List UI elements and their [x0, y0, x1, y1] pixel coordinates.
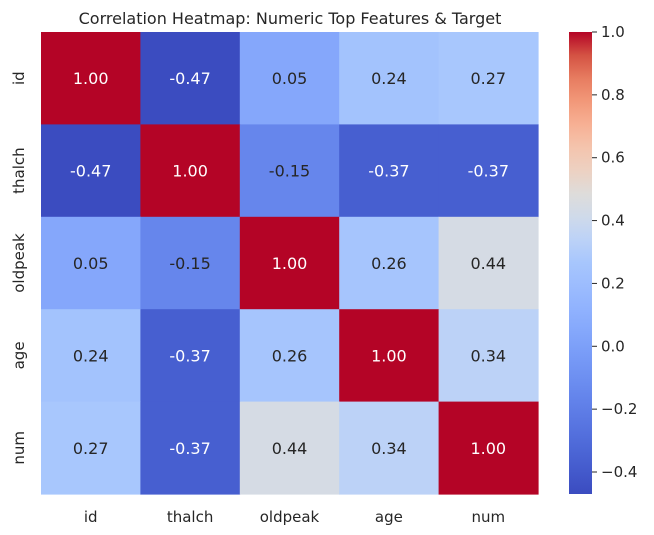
- heatmap-cell-age-age: [339, 309, 440, 403]
- x-tick-label: id: [84, 508, 98, 526]
- heatmap-cell-oldpeak-thalch: [140, 216, 241, 310]
- heatmap-cell-id-age: [339, 32, 440, 125]
- y-tick-label: num: [10, 431, 28, 465]
- colorbar-tick-label: 0.8: [601, 86, 625, 104]
- y-tick-label: age: [10, 341, 28, 369]
- heatmap-cell-num-num: [438, 401, 539, 495]
- heatmap-cell-thalch-num: [438, 124, 539, 218]
- heatmap-cell-oldpeak-oldpeak: [239, 216, 340, 310]
- cell-value-label: -0.47: [70, 162, 111, 181]
- heatmap-cell-num-thalch: [140, 401, 241, 495]
- cell-value-label: 0.34: [470, 346, 506, 365]
- y-tick-label: thalch: [10, 147, 28, 194]
- cell-value-label: 1.00: [172, 162, 208, 181]
- chart-title: Correlation Heatmap: Numeric Top Feature…: [79, 9, 502, 28]
- y-axis: id thalch oldpeak age num: [10, 71, 28, 464]
- y-tick-label: oldpeak: [10, 233, 28, 293]
- cell-value-label: -0.37: [169, 346, 210, 365]
- heatmap-cell-labels: 1.00 -0.47 0.05 0.24 0.27 -0.47 1.00 -0.15 -0.37…: [70, 69, 509, 458]
- heatmap-cell-oldpeak-age: [339, 216, 440, 310]
- heatmap-cell-id-num: [438, 32, 539, 125]
- heatmap-grid: [41, 32, 539, 495]
- x-tick-label: num: [471, 508, 505, 526]
- heatmap-cell-oldpeak-id: [41, 216, 141, 310]
- heatmap-cell-thalch-id: [41, 124, 141, 218]
- cell-value-label: 0.34: [371, 439, 407, 458]
- cell-value-label: 0.24: [73, 346, 109, 365]
- cell-value-label: 0.05: [73, 254, 109, 273]
- cell-value-label: 1.00: [73, 69, 109, 88]
- cell-value-label: 1.00: [470, 439, 506, 458]
- colorbar-tick-label: −0.2: [601, 400, 637, 418]
- heatmap-cell-id-thalch: [140, 32, 241, 125]
- heatmap-cell-age-oldpeak: [239, 309, 340, 403]
- cell-value-label: 1.00: [272, 254, 308, 273]
- colorbar-tick-label: 0.4: [601, 212, 625, 230]
- colorbar-tick-label: 0.0: [601, 337, 625, 355]
- x-tick-label: thalch: [167, 508, 214, 526]
- cell-value-label: -0.15: [269, 162, 310, 181]
- cell-value-label: 0.27: [470, 69, 506, 88]
- colorbar-tick-label: 0.6: [601, 149, 625, 167]
- x-axis: id thalch oldpeak age num: [84, 508, 505, 526]
- cell-value-label: 0.44: [272, 439, 308, 458]
- heatmap-cell-age-id: [41, 309, 141, 403]
- colorbar-gradient: [569, 32, 592, 494]
- heatmap-cell-age-thalch: [140, 309, 241, 403]
- x-tick-label: age: [375, 508, 403, 526]
- colorbar-tick-label: −0.4: [601, 463, 637, 481]
- cell-value-label: -0.37: [468, 162, 509, 181]
- cell-value-label: -0.37: [169, 439, 210, 458]
- heatmap-cell-num-id: [41, 401, 141, 495]
- x-tick-label: oldpeak: [260, 508, 320, 526]
- heatmap-cell-id-id: [41, 32, 141, 125]
- colorbar-tick-label: 0.2: [601, 274, 625, 292]
- heatmap-cell-age-num: [438, 309, 539, 403]
- cell-value-label: 0.26: [272, 346, 308, 365]
- cell-value-label: -0.15: [169, 254, 210, 273]
- heatmap-cell-num-oldpeak: [239, 401, 340, 495]
- cell-value-label: 0.27: [73, 439, 109, 458]
- heatmap-cell-thalch-age: [339, 124, 440, 218]
- cell-value-label: 1.00: [371, 346, 407, 365]
- heatmap-cell-oldpeak-num: [438, 216, 539, 310]
- cell-value-label: 0.05: [272, 69, 308, 88]
- cell-value-label: -0.47: [169, 69, 210, 88]
- colorbar: −0.4 −0.2 0.0 0.2 0.4 0.6 0.8 1.0: [569, 23, 637, 494]
- colorbar-tick-label: 1.0: [601, 23, 625, 41]
- cell-value-label: -0.37: [368, 162, 409, 181]
- heatmap-cell-thalch-thalch: [140, 124, 241, 218]
- cell-value-label: 0.44: [470, 254, 506, 273]
- cell-value-label: 0.26: [371, 254, 407, 273]
- heatmap-cell-id-oldpeak: [239, 32, 340, 125]
- heatmap-cell-num-age: [339, 401, 440, 495]
- y-tick-label: id: [10, 71, 28, 85]
- cell-value-label: 0.24: [371, 69, 407, 88]
- heatmap-cell-thalch-oldpeak: [239, 124, 340, 218]
